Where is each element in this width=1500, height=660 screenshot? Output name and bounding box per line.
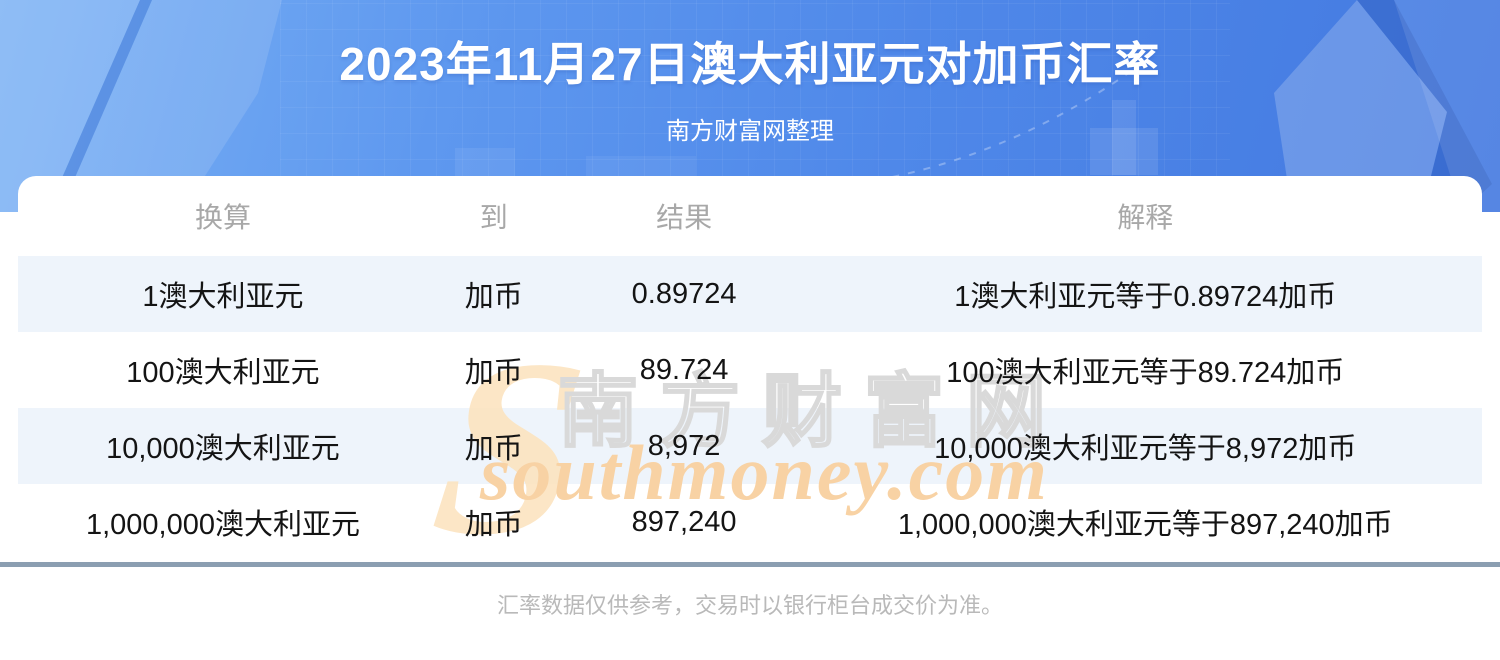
cell-result: 897,240 [631, 505, 737, 538]
cell-explanation: 100澳大利亚元等于89.724加币 [946, 357, 1345, 389]
divider-line [0, 562, 1500, 567]
cell-amount: 1澳大利亚元 [142, 281, 304, 313]
table-row: 1,000,000澳大利亚元 加币 897,240 1,000,000澳大利亚元… [18, 484, 1482, 560]
cell-explanation: 1澳大利亚元等于0.89724加币 [954, 281, 1337, 313]
cell-result: 8,972 [647, 429, 721, 462]
cell-explanation: 10,000澳大利亚元等于8,972加币 [934, 433, 1357, 465]
table-row: 1澳大利亚元 加币 0.89724 1澳大利亚元等于0.89724加币 [18, 256, 1482, 332]
footer-disclaimer: 汇率数据仅供参考，交易时以银行柜台成交价为准。 [496, 593, 1003, 618]
cell-result: 89.724 [639, 353, 729, 386]
banner-candlestick-shape [586, 156, 696, 176]
cell-result: 0.89724 [631, 277, 737, 310]
cell-to-currency: 加币 [464, 433, 523, 465]
column-header-to: 到 [479, 202, 508, 233]
cell-amount: 1,000,000澳大利亚元 [85, 509, 360, 541]
page-title: 2023年11月27日澳大利亚元对加币汇率 [339, 38, 1161, 90]
cell-to-currency: 加币 [464, 281, 523, 313]
column-header-result: 结果 [656, 202, 713, 233]
table-row: 10,000澳大利亚元 加币 8,972 10,000澳大利亚元等于8,972加… [18, 408, 1482, 484]
banner-candlestick-shape [455, 148, 515, 176]
column-header-conversion: 换算 [194, 202, 251, 233]
cell-to-currency: 加币 [464, 357, 523, 389]
cell-amount: 100澳大利亚元 [126, 357, 320, 389]
cell-explanation: 1,000,000澳大利亚元等于897,240加币 [897, 509, 1393, 541]
table-row: 100澳大利亚元 加币 89.724 100澳大利亚元等于89.724加币 [18, 332, 1482, 408]
table-body: 1澳大利亚元 加币 0.89724 1澳大利亚元等于0.89724加币 100澳… [18, 256, 1482, 560]
cell-amount: 10,000澳大利亚元 [106, 433, 340, 465]
rates-table: 换算 到 结果 解释 1澳大利亚元 加币 0.89724 1澳大利亚元等于0.8… [18, 176, 1482, 562]
cell-to-currency: 加币 [464, 509, 523, 541]
rates-card: S 南方财富网 southmoney.com 换算 到 结果 解释 1澳大利亚元… [18, 176, 1482, 562]
table-header-row: 换算 到 结果 解释 [18, 176, 1482, 256]
column-header-explanation: 解释 [1117, 202, 1174, 233]
page-subtitle: 南方财富网整理 [666, 118, 834, 145]
